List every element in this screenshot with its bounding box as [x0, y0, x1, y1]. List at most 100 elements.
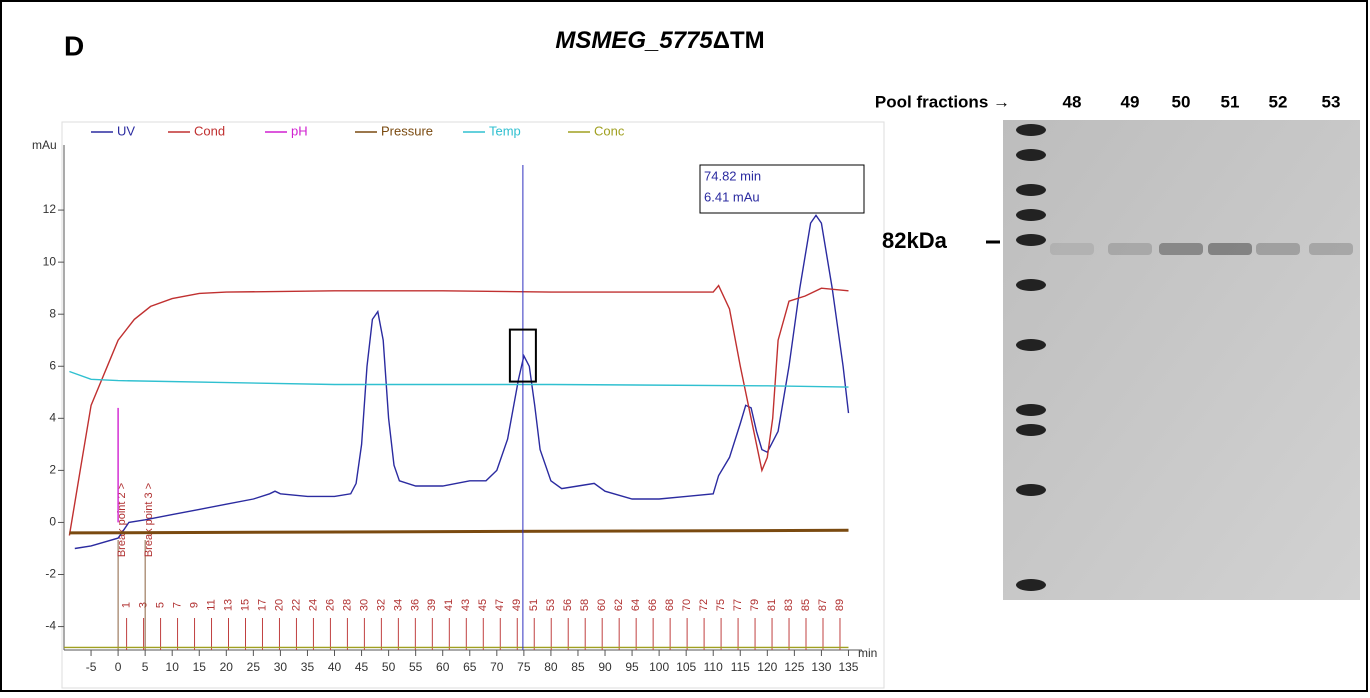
fraction-label: 62	[613, 599, 625, 611]
x-tick-label: 45	[355, 660, 369, 674]
x-tick-label: 25	[247, 660, 261, 674]
fraction-label: 3	[137, 602, 149, 608]
fraction-label: 11	[205, 599, 217, 610]
x-tick-label: 115	[731, 660, 750, 674]
fraction-label: 89	[834, 599, 846, 611]
x-tick-label: 70	[490, 660, 504, 674]
fraction-label: 5	[154, 602, 166, 608]
x-tick-label: 10	[166, 660, 180, 674]
gel-image	[1003, 120, 1360, 600]
figure: D MSMEG_5775ΔTM mAu min -4-2024681012-50…	[0, 0, 1370, 693]
ladder-band	[1016, 209, 1046, 221]
ladder-band	[1016, 124, 1046, 136]
x-tick-label: 110	[704, 660, 723, 674]
gel-band	[1159, 243, 1203, 255]
gel-header: Pool fractions →	[875, 92, 1010, 111]
x-tick-label: 90	[598, 660, 612, 674]
fraction-label: 66	[647, 599, 659, 611]
gel-band	[1208, 243, 1252, 255]
legend-label: pH	[291, 123, 308, 138]
y-tick-label: -2	[45, 567, 56, 581]
x-tick-label: 105	[676, 660, 696, 674]
gel-band	[1108, 243, 1152, 255]
x-tick-label: 35	[301, 660, 315, 674]
x-tick-label: 95	[625, 660, 639, 674]
y-tick-label: -4	[45, 619, 56, 633]
y-tick-label: 4	[49, 410, 56, 424]
ladder-band	[1016, 339, 1046, 351]
fraction-label: 28	[341, 599, 353, 611]
fraction-label: 41	[443, 599, 455, 611]
fraction-label: 43	[460, 599, 472, 611]
y-tick-label: 12	[43, 202, 57, 216]
x-tick-label: 85	[571, 660, 585, 674]
fraction-label: 51	[528, 599, 540, 611]
cursor-text: 74.82 min	[704, 168, 761, 183]
x-tick-label: 20	[220, 660, 234, 674]
y-tick-label: 2	[49, 463, 56, 477]
fraction-label: 26	[324, 599, 336, 611]
y-tick-label: 0	[49, 515, 56, 529]
title: MSMEG_5775ΔTM	[555, 27, 764, 54]
x-tick-label: -5	[86, 660, 97, 674]
marker-label: 82kDa	[882, 228, 948, 253]
x-tick-label: 135	[838, 660, 858, 674]
lane-label: 51	[1221, 92, 1240, 111]
fraction-label: 47	[494, 599, 506, 611]
x-tick-label: 65	[463, 660, 477, 674]
ladder-band	[1016, 484, 1046, 496]
lane-label: 50	[1172, 92, 1191, 111]
legend-label: Conc	[594, 123, 625, 138]
lane-label: 52	[1269, 92, 1288, 111]
x-tick-label: 5	[142, 660, 149, 674]
x-tick-label: 0	[115, 660, 122, 674]
fraction-label: 77	[732, 599, 744, 611]
x-tick-label: 60	[436, 660, 450, 674]
x-tick-label: 125	[784, 660, 804, 674]
fraction-label: 17	[256, 599, 268, 611]
fraction-label: 53	[545, 599, 557, 611]
fraction-label: 36	[409, 599, 421, 611]
title-italic: MSMEG_5775	[555, 27, 713, 54]
fraction-label: 75	[715, 599, 727, 611]
ladder-band	[1016, 579, 1046, 591]
fraction-label: 64	[630, 599, 642, 611]
fraction-label: 7	[171, 602, 183, 608]
lane-label: 48	[1063, 92, 1082, 111]
x-tick-label: 55	[409, 660, 423, 674]
lane-label: 49	[1121, 92, 1140, 111]
gel-band	[1256, 243, 1300, 255]
fraction-label: 60	[596, 599, 608, 611]
x-tick-label: 120	[757, 660, 777, 674]
fraction-label: 45	[477, 599, 489, 611]
x-tick-label: 50	[382, 660, 396, 674]
ladder-band	[1016, 424, 1046, 436]
ladder-band	[1016, 234, 1046, 246]
fraction-label: 87	[817, 599, 829, 611]
fraction-label: 24	[307, 599, 319, 611]
y-axis-label: mAu	[32, 138, 57, 152]
fraction-label: 85	[800, 599, 812, 611]
x-tick-label: 15	[193, 660, 207, 674]
x-axis-label: min	[858, 646, 877, 660]
ladder-band	[1016, 279, 1046, 291]
fraction-label: 83	[783, 599, 795, 611]
y-tick-label: 10	[43, 254, 57, 268]
fraction-label: 15	[239, 599, 251, 611]
legend-label: Pressure	[381, 123, 433, 138]
x-tick-label: 30	[274, 660, 288, 674]
fraction-label: 30	[358, 599, 370, 611]
title-rest: ΔTM	[713, 27, 765, 54]
panel-label: D	[64, 30, 84, 61]
gel-band	[1050, 243, 1094, 255]
lane-label: 53	[1322, 92, 1341, 111]
fraction-label: 1	[121, 602, 133, 608]
fraction-label: 20	[273, 599, 285, 611]
fraction-label: 79	[749, 599, 761, 611]
x-tick-label: 75	[517, 660, 531, 674]
fraction-label: 70	[681, 599, 693, 611]
fraction-label: 32	[375, 599, 387, 611]
fraction-label: 81	[766, 599, 778, 611]
ladder-band	[1016, 184, 1046, 196]
y-tick-label: 8	[49, 306, 56, 320]
